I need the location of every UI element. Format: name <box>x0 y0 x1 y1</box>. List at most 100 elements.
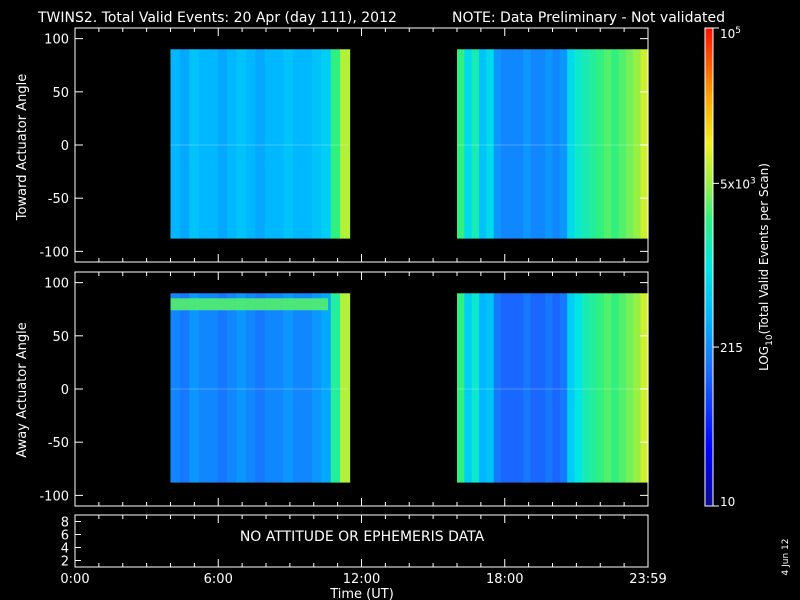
heatmap-column <box>479 49 487 239</box>
heatmap-column <box>523 293 532 483</box>
y-tick-label: -100 <box>39 489 69 504</box>
heatmap-column <box>170 49 181 239</box>
heatmap-column <box>493 49 502 239</box>
heatmap-column <box>574 49 583 239</box>
heatmap-column <box>471 49 480 239</box>
heatmap-column <box>311 293 322 483</box>
no-ephemeris-message: NO ATTITUDE OR EPHEMERIS DATA <box>240 529 485 545</box>
y-tick-label: 4 <box>61 542 69 557</box>
zero-stripe <box>457 388 648 390</box>
heatmap-column <box>559 49 568 239</box>
heatmap-column <box>611 293 620 483</box>
heatmap-column <box>633 293 642 483</box>
x-tick-label: 6:00 <box>204 572 233 587</box>
heatmap-column <box>589 293 598 483</box>
heatmap-column <box>170 293 181 483</box>
colorbar-tick-label: 5x103 <box>720 176 756 191</box>
heatmap-column <box>330 293 341 483</box>
heatmap-column <box>574 293 583 483</box>
heatmap-column <box>264 49 275 239</box>
heatmap-column <box>625 293 634 483</box>
heatmap-column <box>567 293 576 483</box>
heatmap-column <box>596 293 605 483</box>
heatmap-column <box>618 49 627 239</box>
heatmap-column <box>501 49 510 239</box>
colorbar-label: LOG10(Total Valid Events per Scan) <box>757 163 775 371</box>
heatmap-column <box>530 49 539 239</box>
heatmap-column <box>559 293 568 483</box>
heatmap-column <box>227 293 238 483</box>
zero-stripe <box>170 388 350 390</box>
y-tick-label: 6 <box>61 529 69 544</box>
heatmap-column <box>274 293 285 483</box>
heatmap-column <box>236 49 247 239</box>
heatmap-column <box>340 49 351 239</box>
y-tick-label: 50 <box>52 330 69 345</box>
heatmap-column <box>227 49 238 239</box>
heatmap-column <box>302 293 313 483</box>
heatmap-column <box>283 293 294 483</box>
date-stamp: 4 Jun 12 <box>781 539 791 576</box>
heatmap-column <box>179 49 190 239</box>
x-tick-label: 0:00 <box>60 572 89 587</box>
heatmap-column <box>208 293 219 483</box>
colorbar-tick-label: 105 <box>720 26 741 41</box>
away-actuator-panel <box>170 293 649 483</box>
heatmap-column <box>198 49 209 239</box>
y-tick-label: 50 <box>52 86 69 101</box>
y-tick-label: -100 <box>39 245 69 260</box>
heatmap-column <box>508 49 517 239</box>
heatmap-column <box>640 49 649 239</box>
heatmap-column <box>603 49 612 239</box>
heatmap-column <box>596 49 605 239</box>
y-tick-label: -50 <box>48 192 69 207</box>
heatmap-column <box>618 293 627 483</box>
y-tick-label: 8 <box>61 516 69 531</box>
heatmap-column <box>217 49 228 239</box>
heatmap-column <box>581 293 590 483</box>
y-tick-label: -50 <box>48 436 69 451</box>
heatmap-column <box>552 293 561 483</box>
y-tick-label: 100 <box>44 33 69 48</box>
heatmap-column <box>523 49 532 239</box>
heatmap-column <box>508 293 517 483</box>
heatmap-column <box>457 293 465 483</box>
high-count-band <box>170 298 329 311</box>
heatmap-column <box>330 49 341 239</box>
toward-actuator-panel <box>170 49 649 239</box>
colorbar-tick-label: 10 <box>720 495 735 509</box>
heatmap-column <box>625 49 634 239</box>
heatmap-column <box>340 293 351 483</box>
heatmap-column <box>501 293 510 483</box>
heatmap-column <box>179 293 190 483</box>
zero-stripe <box>457 144 648 146</box>
heatmap-column <box>545 49 554 239</box>
toward-y-axis-label: Toward Actuator Angle <box>15 74 30 221</box>
x-tick-label: 18:00 <box>486 572 523 587</box>
heatmap-column <box>321 293 332 483</box>
heatmap-column <box>464 49 473 239</box>
heatmap-column <box>581 49 590 239</box>
x-tick-label: 12:00 <box>343 572 380 587</box>
y-tick-label: 0 <box>61 383 69 398</box>
time-x-ticks: 0:00 6:00 12:00 18:00 23:59 <box>60 28 667 587</box>
heatmap-column <box>486 293 495 483</box>
heatmap-column <box>208 49 219 239</box>
heatmap-column <box>611 49 620 239</box>
heatmap-column <box>530 293 539 483</box>
heatmap-column <box>274 49 285 239</box>
preliminary-note: NOTE: Data Preliminary - Not validated <box>452 10 725 26</box>
heatmap-column <box>537 293 546 483</box>
colorbar-frame <box>704 27 714 507</box>
toward-y-ticks: 100 50 0 -50 -100 <box>39 33 648 260</box>
zero-stripe <box>170 144 350 146</box>
heatmap-column <box>189 293 200 483</box>
heatmap-column <box>589 49 598 239</box>
heatmap-column <box>236 293 247 483</box>
heatmap-column <box>283 49 294 239</box>
heatmap-column <box>464 293 473 483</box>
heatmap-column <box>245 49 256 239</box>
heatmap-column <box>457 49 465 239</box>
colorbar-ticks: 105 5x103 215 10 <box>713 26 756 509</box>
